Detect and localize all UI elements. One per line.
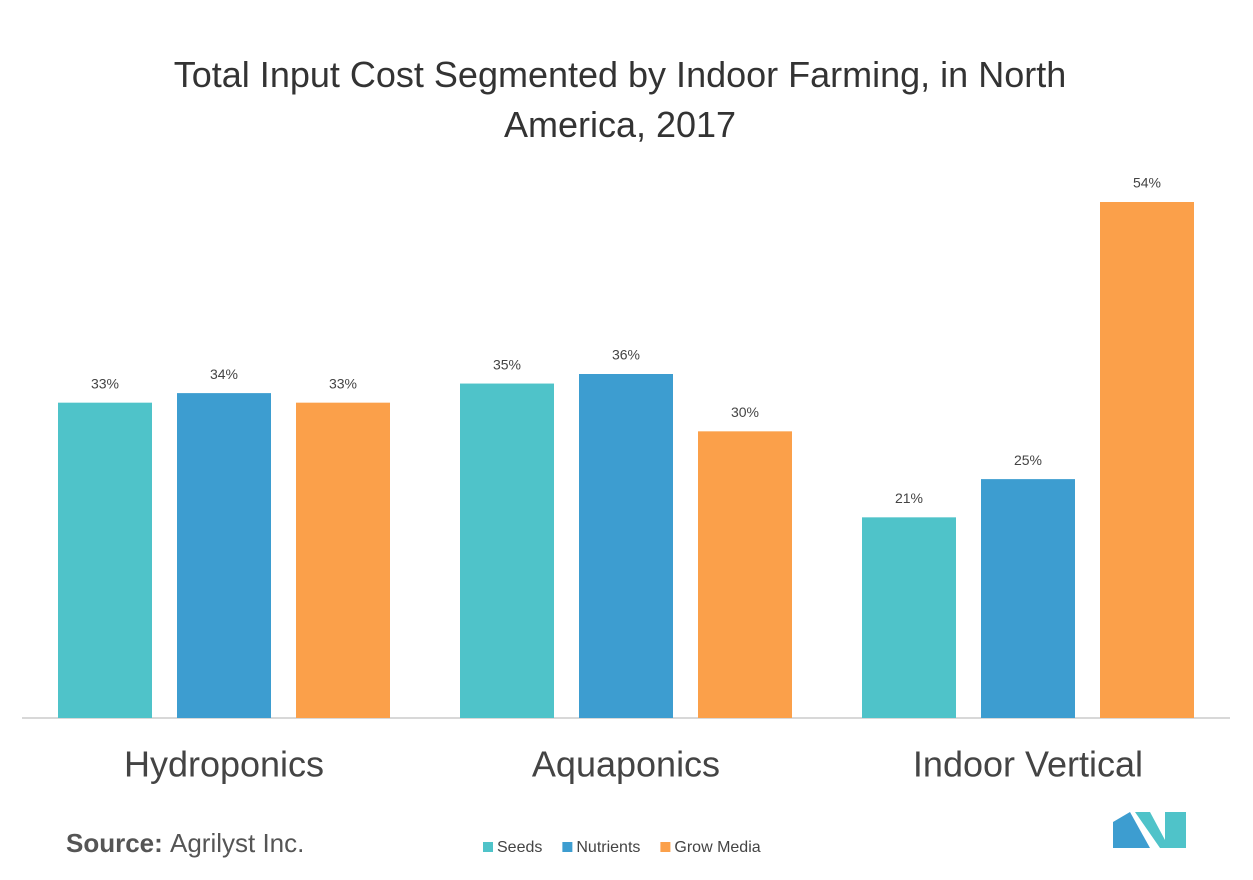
legend-label: Nutrients	[576, 839, 640, 856]
x-tick-label: Aquaponics	[532, 744, 720, 785]
value-label: 36%	[612, 347, 640, 363]
logo	[1113, 812, 1186, 848]
legend-label: Seeds	[497, 839, 542, 856]
bar	[1100, 202, 1194, 718]
legend-swatch	[562, 842, 573, 852]
x-tick-label: Indoor Vertical	[913, 744, 1143, 785]
value-label: 33%	[91, 375, 119, 391]
legend-swatch	[660, 842, 671, 852]
chart-title: Total Input Cost Segmented by Indoor Far…	[173, 54, 1067, 145]
bar	[177, 393, 271, 718]
bar	[698, 431, 792, 718]
bar	[58, 402, 152, 718]
logo-shape	[1113, 812, 1150, 848]
legend-swatch	[483, 842, 493, 852]
bar	[981, 479, 1075, 718]
value-label: 25%	[1014, 452, 1042, 468]
bar	[296, 402, 390, 718]
bar	[862, 517, 956, 718]
source-label: Source:	[66, 828, 163, 858]
value-label: 33%	[329, 375, 357, 391]
value-label: 54%	[1133, 175, 1161, 191]
bar	[579, 374, 673, 718]
value-label: 21%	[895, 490, 923, 506]
source-text: Agrilyst Inc.	[170, 828, 304, 858]
x-tick-label: Hydroponics	[124, 744, 324, 785]
logo-shape	[1135, 812, 1186, 848]
value-label: 35%	[493, 356, 521, 372]
value-label: 30%	[731, 404, 759, 420]
legend-label: Grow Media	[674, 839, 760, 856]
bar	[460, 383, 554, 718]
value-label: 34%	[210, 366, 238, 382]
